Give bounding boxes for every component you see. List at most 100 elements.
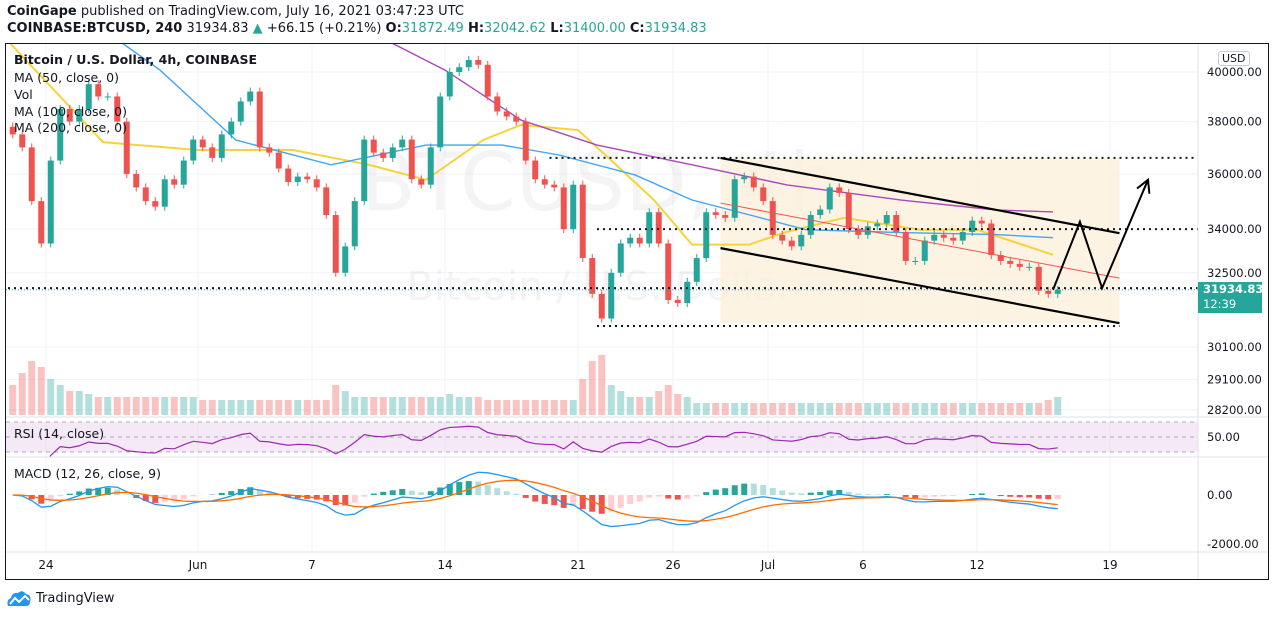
x-tick-label: 21 <box>570 558 585 572</box>
candle-body <box>370 139 377 153</box>
macd-histogram-bar <box>722 488 729 495</box>
candle-body <box>304 176 311 180</box>
volume-bar <box>693 403 701 415</box>
candle-body <box>950 237 957 241</box>
candle-body <box>133 173 140 188</box>
candle-body <box>190 139 197 161</box>
macd-histogram-bar <box>731 485 738 495</box>
candle-body <box>655 212 662 244</box>
candle-body <box>456 67 463 72</box>
macd-histogram-bar <box>171 495 178 502</box>
candle-body <box>1007 260 1014 264</box>
macd-histogram-bar <box>85 488 92 495</box>
candle-body <box>313 179 320 188</box>
volume-bar <box>826 403 834 415</box>
last-price: 31934.83 <box>186 21 249 36</box>
macd-histogram-bar <box>399 488 406 495</box>
macd-pane <box>12 471 1061 528</box>
macd-histogram-bar <box>494 488 501 495</box>
channel-midline <box>720 202 1120 279</box>
currency-label[interactable]: USD <box>1218 51 1250 66</box>
macd-histogram-bar <box>703 492 710 495</box>
channel-lower-line <box>720 247 1120 325</box>
candle-body <box>959 232 966 241</box>
volume-bar <box>427 397 435 415</box>
candle-body <box>361 139 368 202</box>
legend-title: Bitcoin / U.S. Dollar, 4h, COINBASE <box>14 52 257 67</box>
candle-body <box>750 176 757 188</box>
tradingview-logo[interactable]: TradingView <box>6 589 115 607</box>
high-value: 32042.62 <box>484 21 547 36</box>
volume-bars <box>9 355 1062 415</box>
volume-bar <box>788 403 796 415</box>
legend-macd[interactable]: MACD (12, 26, close, 9) <box>14 466 161 481</box>
macd-histogram-bar <box>503 491 510 495</box>
candle-body <box>399 139 406 148</box>
volume-bar <box>702 403 710 415</box>
volume-bar <box>484 400 492 415</box>
legend-ma200[interactable]: MA (200, close, 0) <box>14 120 127 135</box>
grid <box>6 44 1198 552</box>
volume-bar <box>636 397 644 415</box>
volume-bar <box>142 397 150 415</box>
macd-histogram-bar <box>57 495 64 497</box>
volume-bar <box>379 397 387 415</box>
candle-body <box>95 84 102 97</box>
legend-ma50[interactable]: MA (50, close, 0) <box>14 70 120 85</box>
candle-body <box>123 121 130 174</box>
candle-body <box>617 243 624 273</box>
candle-body <box>570 184 577 230</box>
volume-bar <box>959 403 967 415</box>
candle-body <box>807 215 814 235</box>
candle-body <box>722 215 729 218</box>
volume-bar <box>997 403 1005 415</box>
macd-histogram-bar <box>28 495 35 500</box>
macd-histogram-bar <box>579 495 586 509</box>
volume-bar <box>816 403 824 415</box>
candle-body <box>1035 266 1042 291</box>
x-tick-label: 24 <box>38 558 53 572</box>
candle-body <box>978 220 985 224</box>
candle-body <box>66 108 73 122</box>
macd-histogram-bar <box>665 495 672 499</box>
volume-bar <box>237 400 245 415</box>
price-change: +66.15 (+0.21%) <box>266 21 382 36</box>
volume-bar <box>911 403 919 415</box>
macd-histogram-bar <box>836 489 843 495</box>
published-text: published on TradingView.com, July 16, 2… <box>80 4 464 19</box>
macd-histogram-bar <box>845 491 852 495</box>
volume-bar <box>85 394 93 415</box>
candle-body <box>674 299 681 304</box>
drawings[interactable] <box>6 156 1198 327</box>
volume-bar <box>246 400 254 415</box>
candle-body <box>836 187 843 193</box>
legend-vol[interactable]: Vol <box>14 87 33 102</box>
candle-body <box>579 184 586 259</box>
macd-histogram-bar <box>190 495 197 497</box>
volume-bar <box>978 403 986 415</box>
volume-bar <box>512 400 520 415</box>
candle-body <box>247 91 254 102</box>
candle-body <box>712 212 719 216</box>
volume-bar <box>256 400 264 415</box>
macd-histogram-bar <box>598 495 605 514</box>
volume-bar <box>56 385 64 415</box>
candle-body <box>931 234 938 241</box>
macd-histogram-bar <box>294 495 301 499</box>
candle-body <box>731 179 738 218</box>
legend-rsi[interactable]: RSI (14, close) <box>14 426 105 441</box>
volume-bar <box>455 397 463 415</box>
volume-bar <box>560 400 568 415</box>
macd-histogram-bar <box>76 491 83 495</box>
candle-body <box>19 134 26 148</box>
candle-body <box>503 111 510 117</box>
volume-bar <box>408 397 416 415</box>
volume-bar <box>588 361 596 415</box>
volume-bar <box>1025 403 1033 415</box>
macd-histogram-bar <box>655 495 662 497</box>
candle-body <box>684 281 691 304</box>
legend-ma100[interactable]: MA (100, close, 0) <box>14 104 127 119</box>
macd-histogram-bar <box>1045 495 1052 500</box>
volume-bar <box>446 394 454 415</box>
